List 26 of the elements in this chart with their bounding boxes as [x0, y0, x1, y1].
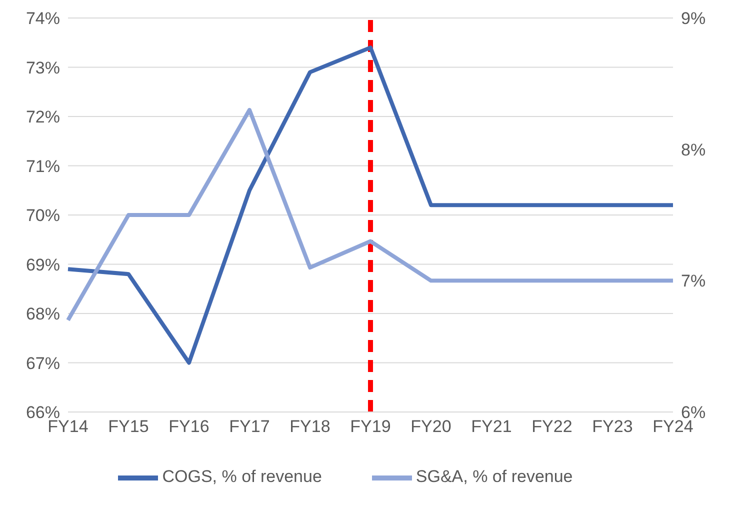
- y-tick-label: 68%: [26, 304, 60, 324]
- x-tick-label: FY17: [229, 417, 270, 436]
- y-tick-label: 71%: [26, 156, 60, 176]
- x-tick-label: FY14: [48, 417, 88, 436]
- x-tick-label: FY24: [652, 417, 694, 436]
- y2-tick-label: 7%: [681, 272, 706, 291]
- x-tick-label: FY16: [168, 417, 210, 436]
- x-tick-label: FY19: [350, 417, 391, 436]
- y2-tick-label: 8%: [681, 140, 706, 160]
- x-tick-label: FY15: [108, 417, 149, 436]
- legend-label: SG&A, % of revenue: [416, 467, 573, 486]
- y-tick-label: 69%: [26, 255, 60, 274]
- line-series: [66, 108, 675, 322]
- y-tick-label: 73%: [26, 58, 60, 78]
- x-tick-label: FY21: [471, 417, 512, 436]
- x-tick-label: FY20: [410, 417, 452, 436]
- y2-tick-label: 9%: [681, 9, 706, 28]
- y-tick-label: 70%: [26, 206, 60, 226]
- x-tick-label: FY18: [290, 417, 330, 436]
- x-tick-label: FY22: [532, 417, 572, 436]
- y-tick-label: 74%: [26, 9, 60, 28]
- line-series: [66, 46, 675, 365]
- x-tick-label: FY23: [592, 417, 633, 436]
- y-tick-label: 67%: [26, 354, 60, 373]
- legend-label: COGS, % of revenue: [162, 467, 322, 486]
- y-tick-label: 72%: [26, 108, 60, 127]
